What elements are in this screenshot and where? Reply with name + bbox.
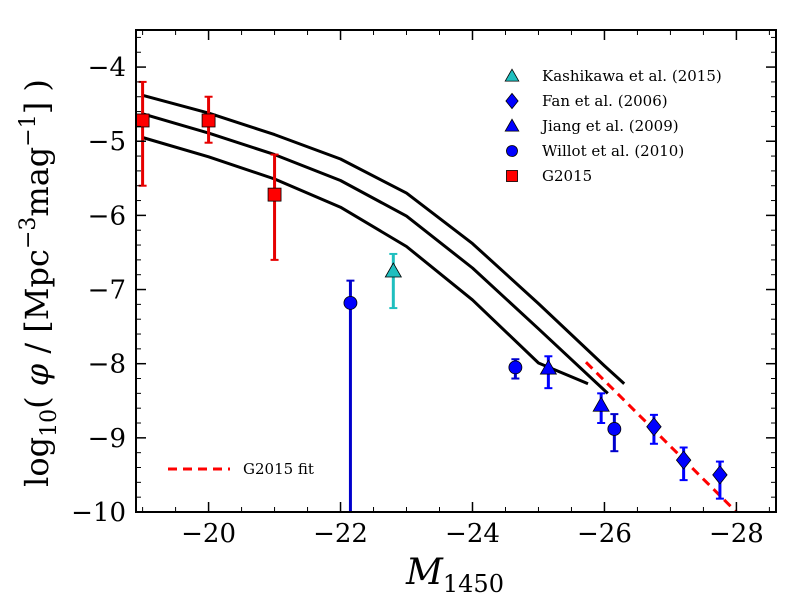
ticks-layer: −20 −22 −24 −26 −28 −4 −5 −6 −7 −8 −9 −10: [71, 30, 776, 549]
y-tick-label-4: −8: [88, 350, 126, 380]
y-tick-label-3: −7: [88, 276, 126, 306]
x-tick-label-1: −22: [313, 519, 368, 549]
legend-marker-4: [506, 170, 518, 182]
y-tick-label-6: −10: [71, 498, 126, 528]
point-jiang-et-al-2009-0: [539, 359, 558, 375]
legend-label-4: G2015: [542, 167, 592, 185]
y-tick-label-1: −5: [88, 127, 126, 157]
legend-label-3: Willot et al. (2010): [542, 142, 684, 160]
y-tick-label-2: −6: [88, 201, 126, 231]
legend-marker-2: [504, 118, 520, 132]
point-g2015-0: [136, 113, 150, 128]
legend-layer: Kashikawa et al. (2015) Fan et al. (2006)…: [168, 67, 722, 478]
model-curve-lower: [142, 136, 589, 386]
model-curves-layer: [142, 93, 626, 395]
x-tick-label-0: −20: [181, 519, 236, 549]
legend-marker-1: [505, 92, 519, 110]
y-tick-label-5: −9: [88, 424, 126, 454]
y-axis-title: log10( φ / [Mpc−3mag−1] ): [16, 79, 62, 487]
point-jiang-et-al-2009-1: [592, 396, 610, 412]
model-curve-middle: [142, 112, 609, 395]
legend-marker-3: [506, 145, 518, 157]
point-willot-et-al-2010-1: [508, 360, 523, 375]
fit-layer: [584, 361, 738, 512]
plot-frame: [135, 29, 777, 513]
legend-label-1: Fan et al. (2006): [542, 92, 668, 110]
fit-line-g2015: [584, 361, 738, 512]
point-g2015-1: [201, 113, 216, 128]
x-axis-title: M1450: [405, 552, 504, 598]
legend-label-0: Kashikawa et al. (2015): [542, 67, 722, 85]
point-fan-et-al-2006-2: [712, 465, 728, 485]
x-tick-label-4: −28: [709, 519, 764, 549]
point-kashikawa-et-al-2015-0: [384, 262, 403, 278]
point-fan-et-al-2006-1: [675, 450, 692, 470]
point-fan-et-al-2006-0: [646, 417, 662, 437]
legend-marker-0: [504, 68, 520, 82]
point-willot-et-al-2010-2: [607, 422, 622, 436]
x-tick-label-3: −26: [577, 519, 632, 549]
x-tick-label-2: −24: [445, 519, 500, 549]
legend-fit-label: G2015 fit: [243, 460, 314, 478]
y-tick-label-0: −4: [88, 53, 126, 83]
point-willot-et-al-2010-0: [343, 295, 358, 310]
point-g2015-2: [267, 187, 282, 202]
data-points-layer: [136, 113, 728, 485]
model-curve-upper: [142, 93, 626, 385]
legend-label-2: Jiang et al. (2009): [540, 117, 679, 135]
plot-frame-layer: [135, 29, 777, 513]
